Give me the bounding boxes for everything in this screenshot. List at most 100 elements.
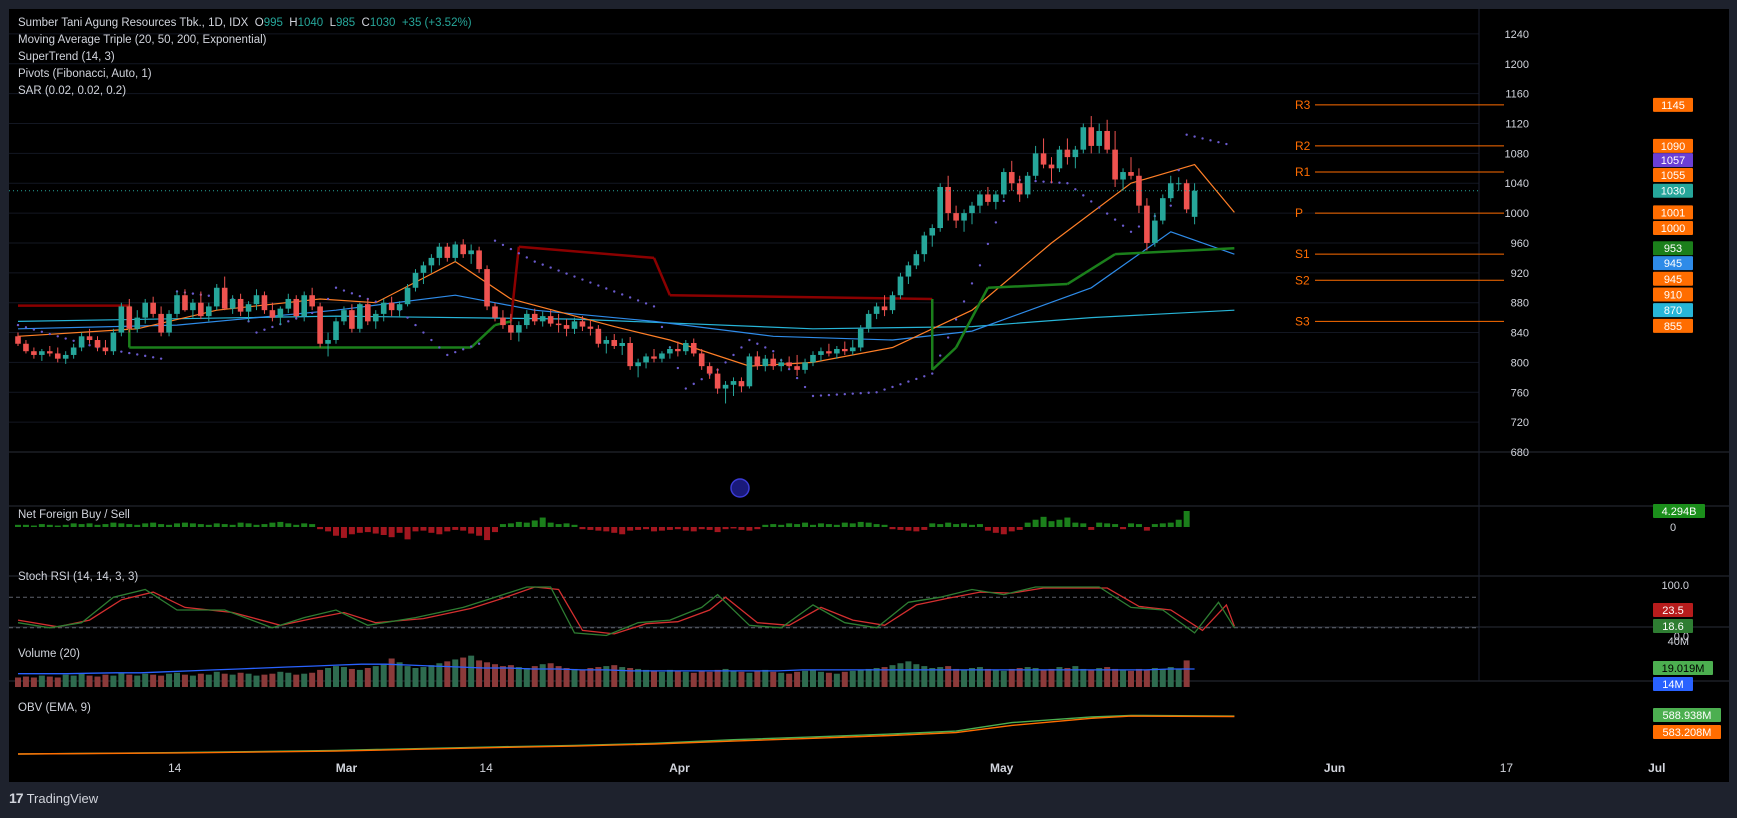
candle-body bbox=[993, 194, 999, 202]
volume-bar bbox=[651, 670, 657, 687]
volume-tag-label: 19.019M bbox=[1662, 663, 1705, 675]
candle-body bbox=[1008, 172, 1015, 184]
foreign-flow-bar bbox=[166, 524, 173, 527]
chart-canvas[interactable]: 680 720 760 800 840 880 920 960 1000 1040 1080 1120… bbox=[9, 9, 1729, 782]
candle-body bbox=[1104, 130, 1110, 150]
foreign-flow-bar bbox=[937, 524, 944, 527]
sar-dot bbox=[422, 331, 425, 334]
foreign-flow-bar bbox=[86, 523, 93, 527]
foreign-tag-label: 4.294B bbox=[1662, 506, 1697, 518]
foreign-flow-bar bbox=[1016, 527, 1023, 530]
indicator-sar[interactable]: SAR (0.02, 0.02, 0.2) bbox=[18, 85, 127, 97]
volume-bar bbox=[428, 665, 435, 687]
candle-body bbox=[531, 313, 538, 322]
x-tick-label: 14 bbox=[479, 761, 493, 775]
volume-bar bbox=[38, 675, 45, 687]
foreign-flow-bar bbox=[611, 527, 618, 533]
price-tag bbox=[1653, 303, 1693, 318]
sar-dot bbox=[207, 294, 210, 297]
candle-body bbox=[1167, 183, 1174, 199]
price-tag bbox=[1653, 221, 1693, 236]
foreign-flow-bar bbox=[174, 523, 180, 527]
foreign-flow-bar bbox=[643, 527, 650, 530]
x-tick-label: 14 bbox=[168, 761, 182, 775]
candle-body bbox=[237, 298, 244, 312]
sar-dot bbox=[573, 275, 576, 278]
candle-body bbox=[142, 302, 148, 318]
stoch-0-label: 0.0 bbox=[1674, 631, 1689, 643]
sar-dot bbox=[1137, 225, 1141, 228]
foreign-flow-bar bbox=[778, 524, 785, 527]
candle-body bbox=[31, 351, 37, 355]
sar-dot bbox=[406, 316, 409, 319]
pane-title-foreign[interactable]: Net Foreign Buy / Sell bbox=[18, 509, 130, 521]
candle-body bbox=[198, 302, 204, 317]
symbol-legend: Sumber Tani Agung Resources Tbk., 1D, ID… bbox=[18, 17, 472, 29]
candle-body bbox=[857, 328, 864, 348]
volume-bar bbox=[452, 659, 459, 687]
pane-title-volume[interactable]: Volume (20) bbox=[18, 648, 81, 660]
volume-bar bbox=[929, 668, 936, 687]
volume-bar bbox=[1016, 668, 1023, 687]
candle-body bbox=[969, 205, 975, 214]
volume-bar bbox=[134, 675, 141, 687]
foreign-flow-bar bbox=[984, 527, 991, 531]
foreign-flow-bar bbox=[770, 524, 777, 527]
candle-body bbox=[842, 348, 848, 352]
volume-bar bbox=[221, 673, 228, 687]
volume-bar bbox=[1175, 668, 1182, 687]
candle-body bbox=[333, 321, 339, 341]
candle-body bbox=[1064, 149, 1071, 158]
candle-body bbox=[905, 265, 912, 277]
candle-body bbox=[746, 356, 753, 387]
sar-dot bbox=[1074, 188, 1077, 191]
candle-body bbox=[54, 353, 61, 359]
foreign-tag bbox=[1653, 504, 1705, 518]
foreign-flow-bar bbox=[110, 522, 117, 527]
volume-bar bbox=[1112, 668, 1119, 687]
tradingview-logo-icon: 17 bbox=[9, 790, 24, 806]
candle-body bbox=[1024, 175, 1031, 195]
price-tick-label: 1200 bbox=[1505, 59, 1529, 71]
high-value: 1040 bbox=[297, 17, 324, 29]
sar-dot bbox=[1185, 133, 1188, 136]
candle-body bbox=[428, 257, 435, 266]
candle-body bbox=[213, 287, 220, 307]
sar-dot bbox=[684, 387, 687, 390]
volume-bar bbox=[1072, 666, 1079, 687]
volume-bar bbox=[1159, 668, 1166, 687]
brand-name: TradingView bbox=[26, 790, 99, 806]
chart-frame[interactable]: 680 720 760 800 840 880 920 960 1000 1040 1080 1120… bbox=[9, 9, 1729, 782]
sar-dot bbox=[605, 287, 608, 290]
candle-body bbox=[166, 313, 172, 333]
candle-body bbox=[1001, 172, 1007, 195]
foreign-flow-bar bbox=[333, 527, 339, 536]
foreign-flow-bar bbox=[802, 522, 809, 527]
foreign-flow-bar bbox=[150, 522, 157, 527]
indicator-pivots[interactable]: Pivots (Fibonacci, Auto, 1) bbox=[18, 68, 152, 80]
sar-dot bbox=[994, 221, 998, 224]
candle-body bbox=[436, 246, 443, 258]
foreign-flow-bar bbox=[30, 525, 37, 527]
indicator-supertrend[interactable]: SuperTrend (14, 3) bbox=[18, 51, 115, 63]
pane-title-stoch[interactable]: Stoch RSI (14, 14, 3, 3) bbox=[18, 571, 139, 583]
foreign-flow-bar bbox=[841, 522, 848, 527]
volume-bar bbox=[698, 670, 705, 687]
indicator-ma-triple[interactable]: Moving Average Triple (20, 50, 200, Expo… bbox=[18, 34, 267, 46]
foreign-flow-bar bbox=[976, 524, 983, 527]
volume-bar bbox=[921, 666, 928, 687]
sar-dot bbox=[509, 247, 513, 251]
volume-bar bbox=[118, 672, 125, 687]
foreign-flow-bar bbox=[706, 527, 713, 530]
footer-brand[interactable]: 17 TradingView bbox=[9, 790, 98, 806]
foreign-flow-bar bbox=[953, 524, 960, 527]
sar-dot bbox=[589, 281, 592, 284]
candle-body bbox=[452, 244, 459, 258]
pane-title-obv[interactable]: OBV (EMA, 9) bbox=[18, 702, 91, 714]
open-label: O bbox=[254, 17, 264, 29]
candle-body bbox=[1096, 130, 1102, 146]
sar-dot bbox=[120, 350, 123, 353]
sar-dot bbox=[962, 300, 966, 303]
volume-bar bbox=[269, 673, 276, 687]
candle-body bbox=[47, 351, 53, 354]
